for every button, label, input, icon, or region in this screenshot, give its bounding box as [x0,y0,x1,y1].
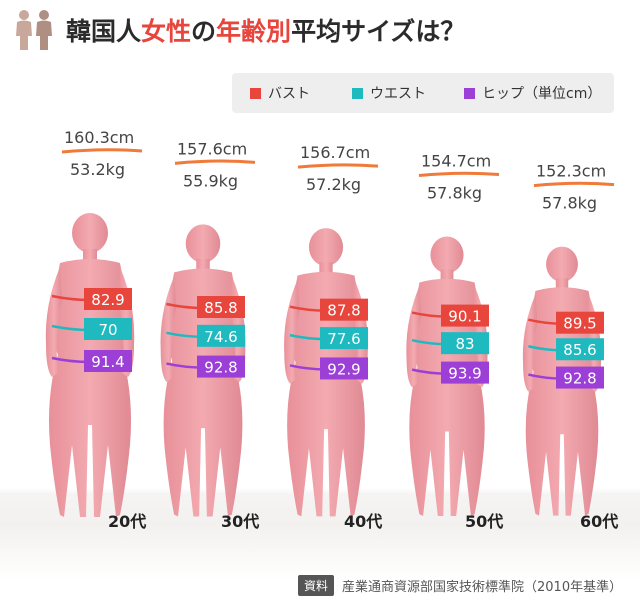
height-underline [418,171,500,178]
height-label: 157.6cm [177,139,247,158]
height-underline [61,148,143,154]
data-label: 74.6 [204,328,237,346]
legend-swatch [464,87,475,99]
legend-label: ヒップ（単位cm） [482,86,602,102]
legend-item-hip: ヒップ（単位cm） [464,85,602,102]
data-label: 89.5 [563,315,596,333]
height-label: 154.7cm [421,152,491,171]
category-label: 50代 [465,512,503,531]
weight-label: 57.8kg [542,194,597,213]
value-box [556,366,604,389]
height-label: 152.3cm [536,162,606,181]
legend-item-waist: ウエスト [352,85,426,102]
category-label: 40代 [344,512,382,531]
data-label: 92.9 [327,360,360,378]
value-box [320,357,368,380]
value-box [84,350,132,372]
women-icon [16,10,52,50]
weight-label: 55.9kg [183,171,238,190]
category-label: 30代 [221,512,259,531]
height-label: 156.7cm [300,143,370,162]
value-box [197,295,245,318]
source-badge: 資料 [298,574,335,596]
data-label: 82.9 [91,291,124,309]
legend-label: ウエスト [370,86,426,102]
title-part: 韓国人 [66,17,142,46]
legend-swatch [352,87,363,99]
weight-label: 53.2kg [70,160,125,179]
data-label: 85.6 [563,341,596,359]
height-underline [174,159,256,165]
value-box [197,355,245,378]
value-box [84,318,132,340]
header: 韓国人女性の年齢別平均サイズは？ [12,8,465,52]
legend: バスト ウエスト ヒップ（単位cm） [232,73,614,113]
category-label: 60代 [580,512,618,531]
height-underline [533,181,615,188]
data-label: 87.8 [327,302,360,320]
page-title: 韓国人女性の年齢別平均サイズは？ [66,12,465,48]
category-label: 20代 [108,512,146,531]
legend-label: バスト [268,86,310,102]
title-highlight: 女性 [141,17,192,46]
data-label: 83 [455,335,474,353]
data-label: 90.1 [448,308,481,326]
legend-item-bust: バスト [250,85,310,102]
height-underline [297,163,379,169]
data-label: 92.8 [204,359,237,377]
value-box [556,311,604,334]
value-box [441,304,489,327]
data-label: 70 [98,321,117,339]
value-box [197,324,245,347]
data-label: 93.9 [448,365,481,383]
weight-label: 57.8kg [427,184,482,203]
source-text: 産業通商資源部国家技術標準院（2010年基準） [342,579,623,595]
value-box [441,361,489,384]
data-label: 85.8 [204,299,237,317]
title-highlight: 年齢別 [216,17,292,46]
legend-swatch [250,87,261,99]
title-part: 平均サイズは？ [291,17,466,46]
source-note: 資料 産業通商資源部国家技術標準院（2010年基準） [298,574,622,596]
data-label: 77.6 [327,330,360,348]
height-label: 160.3cm [64,128,134,147]
value-box [441,332,489,355]
weight-label: 57.2kg [306,175,361,194]
data-label: 91.4 [91,353,124,371]
title-part: の [191,17,217,46]
value-box [320,327,368,350]
value-box [320,298,368,321]
value-box [556,338,604,361]
value-box [84,288,132,310]
data-label: 92.8 [563,370,596,388]
